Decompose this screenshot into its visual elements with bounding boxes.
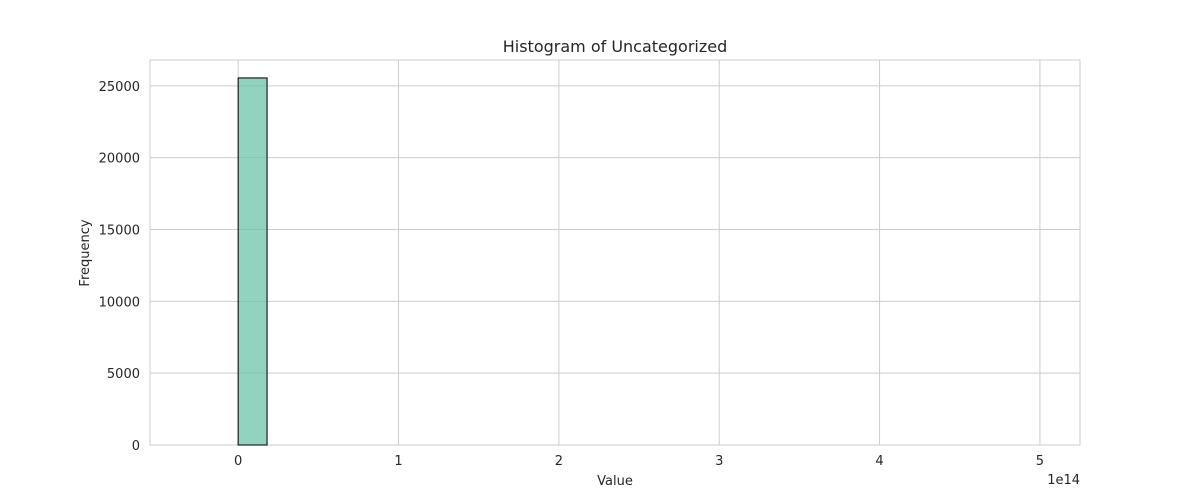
plot-frame bbox=[149, 59, 1081, 446]
y-tick-label: 20000 bbox=[99, 152, 140, 167]
x-tick-label: 2 bbox=[555, 454, 563, 469]
y-tick-label: 5000 bbox=[107, 367, 140, 382]
x-axis-scale-label: 1e14 bbox=[1047, 473, 1080, 488]
x-tick-labels: 0 1 2 3 4 5 bbox=[234, 454, 1044, 469]
chart-title: Histogram of Uncategorized bbox=[503, 37, 728, 56]
bars bbox=[237, 77, 268, 446]
y-axis-label: Frequency bbox=[78, 219, 93, 286]
x-tick-label: 5 bbox=[1036, 454, 1044, 469]
x-tick-label: 1 bbox=[394, 454, 402, 469]
y-tick-labels: 0 5000 10000 15000 20000 25000 bbox=[99, 80, 140, 454]
y-tick-label: 10000 bbox=[99, 295, 140, 310]
y-tick-label: 15000 bbox=[99, 224, 140, 239]
grid-lines bbox=[150, 60, 1080, 446]
x-axis-label: Value bbox=[597, 474, 633, 489]
histogram-bar bbox=[237, 77, 268, 446]
x-tick-label: 3 bbox=[715, 454, 723, 469]
y-tick-label: 0 bbox=[132, 439, 140, 454]
y-tick-label: 25000 bbox=[99, 80, 140, 95]
x-tick-label: 4 bbox=[875, 454, 883, 469]
x-tick-label: 0 bbox=[234, 454, 242, 469]
